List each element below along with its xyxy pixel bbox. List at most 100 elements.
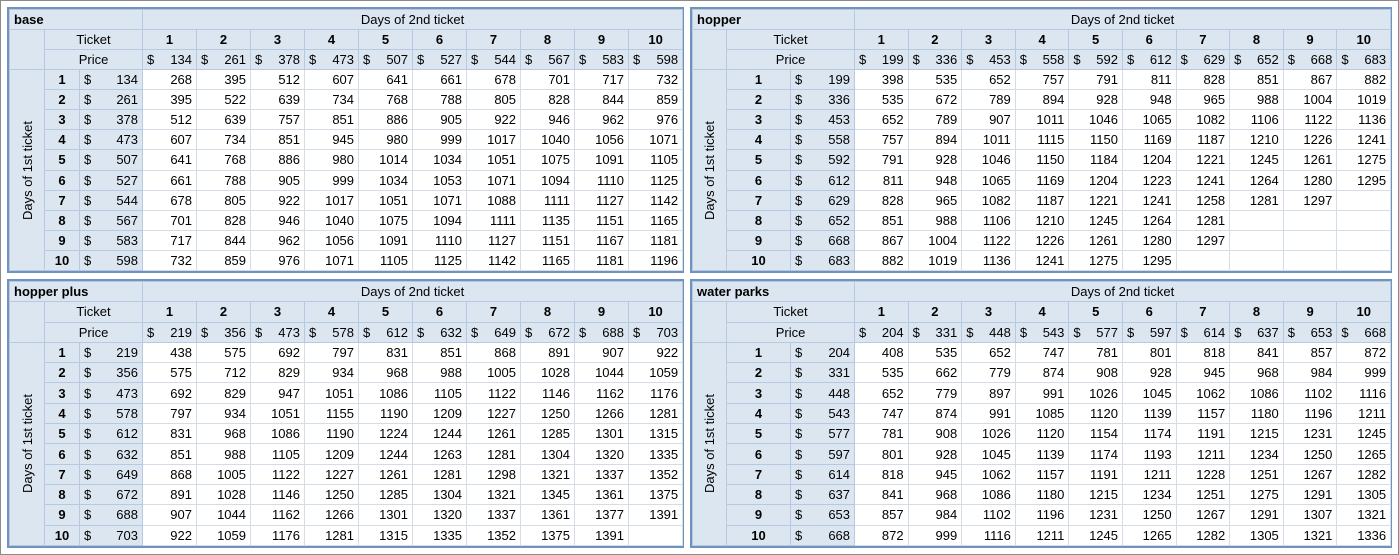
total-value: 1297 — [1282, 189, 1338, 211]
total-value: 652 — [961, 69, 1016, 91]
total-value: 1111 — [466, 209, 522, 231]
table-panel: hopper Days of 2nd ticket Ticket 1 2 3 4 5 6 7 8 9 1… — [690, 7, 1392, 273]
total-value: 712 — [196, 362, 251, 384]
total-value: 1139 — [1014, 443, 1070, 465]
total-value: 857 — [1282, 341, 1338, 364]
total-value: 535 — [854, 362, 909, 384]
col-price: $331 — [907, 321, 963, 343]
price-wrap: $612 — [363, 326, 408, 339]
col-price: $637 — [1229, 321, 1284, 343]
total-value: 1245 — [1336, 423, 1392, 445]
col-header: Days of 2nd ticket — [853, 8, 1392, 31]
col-day: 9 — [1282, 29, 1338, 51]
col-day: 1 — [142, 29, 198, 51]
total-value: 1275 — [1068, 249, 1123, 272]
price-wrap: $652 — [795, 214, 850, 227]
total-value: 874 — [907, 402, 963, 425]
total-value: 947 — [250, 382, 305, 404]
data-row: 3 $453 652 789 907 1011 1046 1065 1082 1106 1122 11… — [693, 109, 1392, 131]
currency: $ — [1234, 52, 1242, 68]
row-day: 2 — [726, 362, 791, 384]
currency: $ — [859, 324, 867, 340]
data-row: 4 $543 747 874 991 1085 1120 1139 1157 1180 1196 12… — [693, 402, 1392, 425]
total-value — [627, 524, 684, 547]
price-value: 544 — [494, 52, 517, 68]
total-value: 734 — [196, 129, 252, 151]
total-value: 1065 — [1121, 109, 1177, 131]
data-row: 4 $558 757 894 1011 1115 1150 1169 1187 1210 1226 1… — [693, 129, 1392, 151]
title-row: water parks Days of 2nd ticket — [691, 280, 1392, 303]
col-price: $134 — [142, 49, 198, 71]
price-value: 578 — [332, 324, 354, 340]
total-value: 968 — [907, 483, 963, 506]
currency: $ — [795, 487, 803, 503]
currency: $ — [1019, 324, 1028, 340]
total-value: 1263 — [412, 443, 467, 465]
total-value: 1261 — [466, 423, 521, 445]
total-value: 1120 — [1068, 402, 1123, 425]
price-value: 612 — [116, 426, 138, 442]
price-value: 629 — [1203, 52, 1226, 68]
total-value: 988 — [412, 362, 467, 384]
price-wrap: $378 — [84, 113, 138, 126]
price-wrap: $649 — [471, 326, 516, 339]
col-price: $356 — [196, 321, 251, 343]
col-price: $558 — [1014, 49, 1070, 71]
data-row: 2 $336 535 672 789 894 928 948 965 988 1004 1019 — [693, 89, 1392, 111]
total-value: 988 — [196, 443, 251, 465]
row-price: $453 — [790, 109, 855, 131]
price-wrap: $336 — [795, 93, 850, 106]
total-value: 1267 — [1175, 504, 1231, 526]
total-value: 268 — [142, 69, 198, 91]
col-day: 9 — [574, 301, 629, 323]
price-value: 261 — [224, 52, 247, 68]
total-value: 999 — [1336, 362, 1392, 384]
currency: $ — [84, 212, 92, 228]
row-price: $649 — [79, 463, 143, 485]
row-price: $577 — [789, 423, 856, 445]
total-value: 1028 — [196, 483, 251, 506]
total-value: 831 — [142, 423, 197, 445]
row-price: $204 — [789, 341, 856, 364]
row-day: 2 — [44, 362, 80, 384]
total-value: 788 — [412, 89, 468, 111]
total-value: 652 — [961, 341, 1016, 364]
price-value: 629 — [828, 192, 850, 208]
total-value: 672 — [907, 89, 963, 111]
price-wrap: $583 — [579, 53, 624, 66]
corner — [692, 49, 727, 70]
price-value: 653 — [828, 507, 851, 523]
price-wrap: $632 — [84, 448, 138, 461]
data-row: 5 $577 781 908 1026 1120 1154 1174 1191 1215 1231 1… — [693, 423, 1392, 445]
currency: $ — [1287, 324, 1296, 340]
data-row: 4 $578 797 934 1051 1155 1190 1209 1227 1250 1266 1… — [10, 402, 684, 425]
price-wrap: $378 — [255, 53, 300, 66]
total-value: 512 — [250, 69, 306, 91]
currency: $ — [84, 192, 92, 208]
total-value — [1336, 249, 1392, 272]
total-value: 1211 — [1014, 524, 1070, 547]
total-value: 791 — [854, 149, 909, 171]
price-wrap: $649 — [84, 468, 138, 481]
price-wrap: $583 — [84, 234, 138, 247]
total-value: 768 — [358, 89, 414, 111]
total-value: 1071 — [628, 129, 684, 151]
ticket-label: Ticket — [726, 29, 855, 51]
total-value: 805 — [196, 189, 252, 211]
total-value: 945 — [907, 463, 963, 485]
price-value: 473 — [278, 324, 300, 340]
row-day: 9 — [726, 504, 791, 526]
row-day: 3 — [44, 382, 80, 404]
price-value: 653 — [1310, 324, 1333, 340]
total-value: 779 — [961, 362, 1016, 384]
currency: $ — [795, 385, 803, 401]
total-value: 851 — [250, 129, 306, 151]
currency: $ — [255, 52, 263, 68]
currency: $ — [795, 527, 803, 543]
total-value: 1251 — [1175, 483, 1231, 506]
total-value: 1125 — [628, 169, 684, 191]
col-day: 10 — [1336, 29, 1392, 51]
total-value: 1151 — [520, 229, 576, 251]
total-value: 1261 — [358, 463, 413, 485]
total-value: 1056 — [574, 129, 630, 151]
